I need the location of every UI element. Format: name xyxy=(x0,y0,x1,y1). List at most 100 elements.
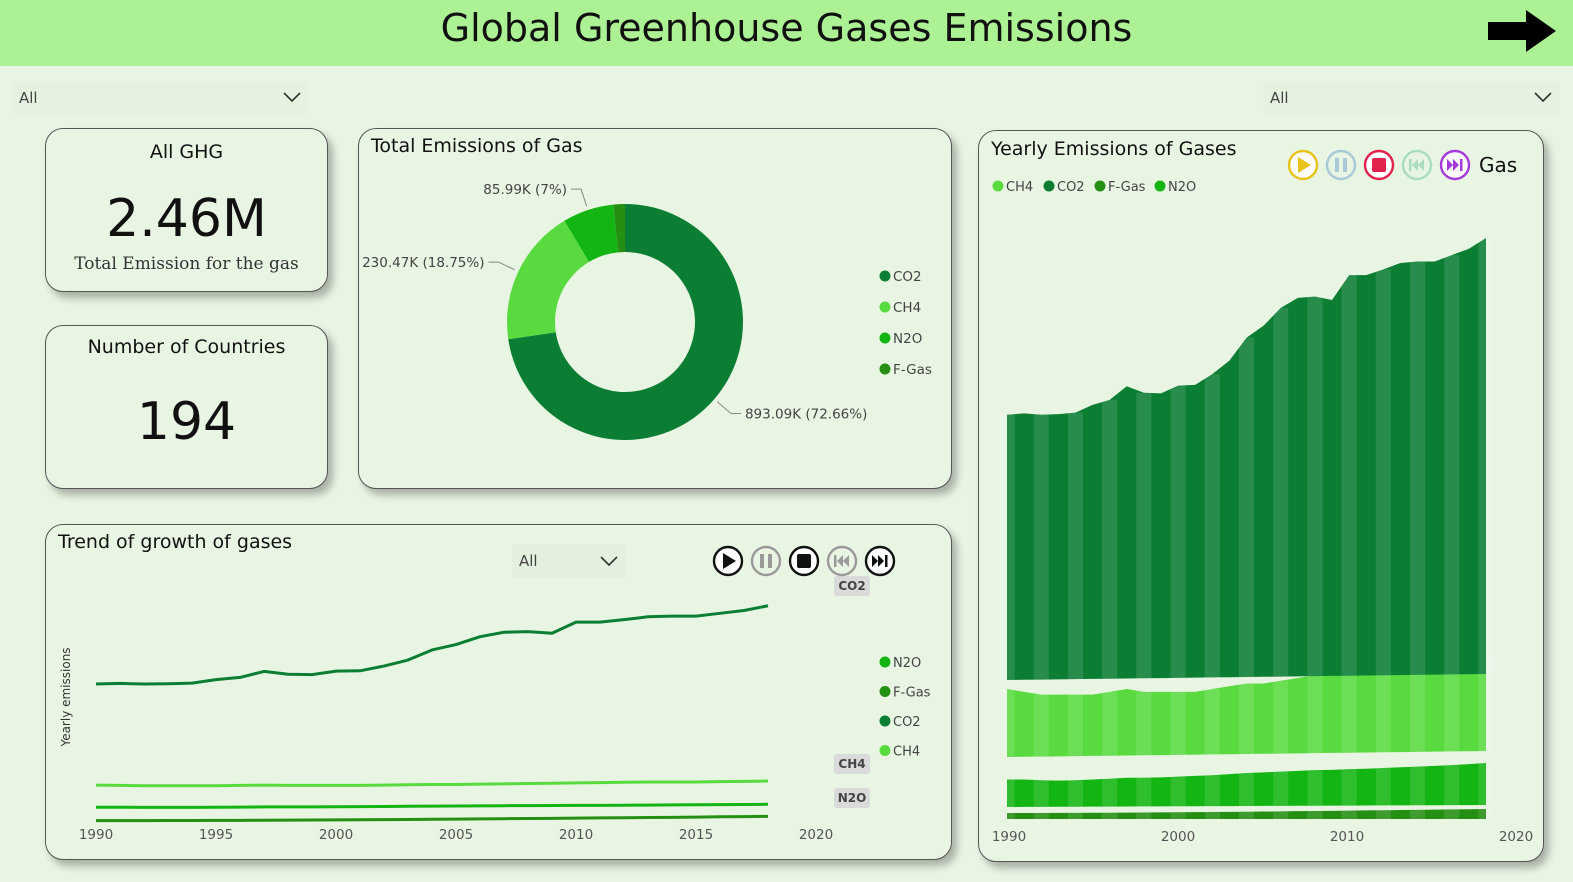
play-button[interactable] xyxy=(1287,149,1319,181)
area-band-ch4[interactable] xyxy=(1007,653,1486,757)
x-tick-label: 2020 xyxy=(799,827,833,843)
legend-marker xyxy=(879,686,891,697)
stacked-area-chart: 1990 2000 2010 2020 CH4 CO2 F-Gas N2O xyxy=(992,180,1533,845)
area-bar-highlight xyxy=(1102,691,1118,756)
arrow-right-icon[interactable] xyxy=(1486,8,1558,54)
donut-data-label: 230.47K (18.75%) xyxy=(362,255,484,271)
legend-label: CO2 xyxy=(893,715,921,730)
kpi-total-label: All GHG xyxy=(149,141,224,163)
play-controls xyxy=(712,545,896,577)
trend-filter-value: All xyxy=(519,552,538,570)
area-bar-highlight xyxy=(999,813,1015,819)
area-band-n2o[interactable] xyxy=(1007,763,1486,807)
area-bar-highlight xyxy=(1204,689,1220,755)
stop-button[interactable] xyxy=(788,545,820,577)
legend-label: CH4 xyxy=(893,300,921,316)
pause-button[interactable] xyxy=(750,545,782,577)
chevron-down-icon xyxy=(283,92,301,103)
line-series-ch4[interactable] xyxy=(95,779,769,788)
area-bar-highlight xyxy=(1204,374,1220,678)
donut-data-label: 893.09K (72.66%) xyxy=(745,406,867,422)
area-bar-highlight xyxy=(1170,776,1186,807)
stop-button[interactable] xyxy=(1363,149,1395,181)
area-bar-highlight xyxy=(1067,694,1083,757)
area-bar-highlight xyxy=(1273,680,1289,754)
play-axis-label: Gas xyxy=(1479,153,1518,177)
fast-forward-button[interactable] xyxy=(864,545,896,577)
area-bar-highlight xyxy=(1444,765,1460,806)
trend-filter-dropdown[interactable]: All xyxy=(512,544,625,578)
area-bar-highlight xyxy=(1341,769,1357,806)
kpi-card-total: All GHG 2.46M Total Emission for the gas xyxy=(45,128,328,292)
kpi-total-value: 2.46M xyxy=(106,189,267,249)
chevron-down-icon xyxy=(1534,92,1552,103)
rewind-button[interactable] xyxy=(826,545,858,577)
area-bar-highlight xyxy=(1307,811,1323,819)
donut-leader-line xyxy=(571,188,588,207)
area-bar-highlight xyxy=(1136,392,1152,679)
area-bar-highlight xyxy=(1478,809,1494,819)
end-label: N2O xyxy=(838,791,867,805)
area-bar-highlight xyxy=(1307,675,1323,754)
area-bar-highlight xyxy=(1238,773,1255,806)
rewind-button[interactable] xyxy=(1401,149,1433,181)
legend-marker xyxy=(879,332,891,344)
legend-label: F-Gas xyxy=(893,686,931,701)
right-filter-value: All xyxy=(1270,89,1289,107)
legend-marker xyxy=(879,270,891,282)
area-bar-highlight xyxy=(1102,399,1118,679)
area-bar-highlight xyxy=(1375,269,1391,676)
area-bar-highlight xyxy=(1341,275,1357,676)
chevron-down-icon xyxy=(600,556,618,567)
donut-chart: 893.09K (72.66%) 230.47K (18.75%) 85.99K (… xyxy=(362,182,932,440)
line-series-f-gas[interactable] xyxy=(96,814,769,823)
area-bar-highlight xyxy=(1410,809,1426,819)
area-band-f-gas[interactable] xyxy=(1007,809,1486,819)
kpi-countries-label: Number of Countries xyxy=(87,336,286,358)
area-band-co2[interactable] xyxy=(1007,238,1486,680)
line-series-co2[interactable] xyxy=(95,604,769,686)
area-bar-highlight xyxy=(1033,694,1049,757)
y-axis-label: Yearly emissions xyxy=(59,647,73,747)
area-bar-highlight xyxy=(1067,412,1083,680)
area-bar-highlight xyxy=(1102,812,1118,819)
line-chart-card: Trend of growth of gases All Yearly emis… xyxy=(45,524,952,860)
area-bar-highlight xyxy=(1375,664,1391,753)
area-bar-highlight xyxy=(1033,812,1049,819)
area-bar-highlight xyxy=(1136,777,1152,807)
legend-label: F-Gas xyxy=(1108,180,1146,195)
donut-slice-f-gas[interactable] xyxy=(613,204,625,253)
pause-button[interactable] xyxy=(1325,149,1357,181)
x-tick-label: 2000 xyxy=(1161,829,1195,845)
area-bar-highlight xyxy=(1273,307,1289,677)
legend-label: CO2 xyxy=(893,269,922,285)
area-bar-highlight xyxy=(1136,812,1152,819)
donut-slice-co2[interactable] xyxy=(508,204,743,440)
area-bar-highlight xyxy=(1410,661,1426,752)
end-label: CH4 xyxy=(838,757,865,771)
donut-slice-ch4[interactable] xyxy=(507,220,590,340)
area-bar-highlight xyxy=(1033,780,1049,807)
area-bar-highlight xyxy=(1307,770,1323,806)
x-tick-label: 1990 xyxy=(992,829,1026,845)
right-filter-dropdown[interactable]: All xyxy=(1263,82,1559,114)
area-bar-highlight xyxy=(999,779,1015,807)
legend-marker xyxy=(879,301,891,313)
area-chart-card: Yearly Emissions of Gases Gas 1990 2000 20… xyxy=(978,130,1544,862)
area-bar-highlight xyxy=(1067,780,1083,807)
line-series-n2o[interactable] xyxy=(96,802,769,809)
play-button[interactable] xyxy=(712,545,744,577)
legend-marker xyxy=(1154,180,1166,192)
x-tick-label: 2000 xyxy=(319,827,353,843)
donut-leader-line xyxy=(488,261,515,271)
fast-forward-button[interactable] xyxy=(1439,149,1471,181)
kpi-card-countries: Number of Countries 194 xyxy=(45,325,328,489)
end-label-box xyxy=(834,576,870,596)
donut-slice-n2o[interactable] xyxy=(564,204,619,262)
donut-chart-title: Total Emissions of Gas xyxy=(371,135,583,157)
area-bar-highlight xyxy=(999,689,1015,757)
legend-marker xyxy=(879,715,891,727)
left-filter-dropdown[interactable]: All xyxy=(12,82,308,114)
area-bar-highlight xyxy=(1238,683,1255,754)
area-bar-highlight xyxy=(1375,768,1391,806)
